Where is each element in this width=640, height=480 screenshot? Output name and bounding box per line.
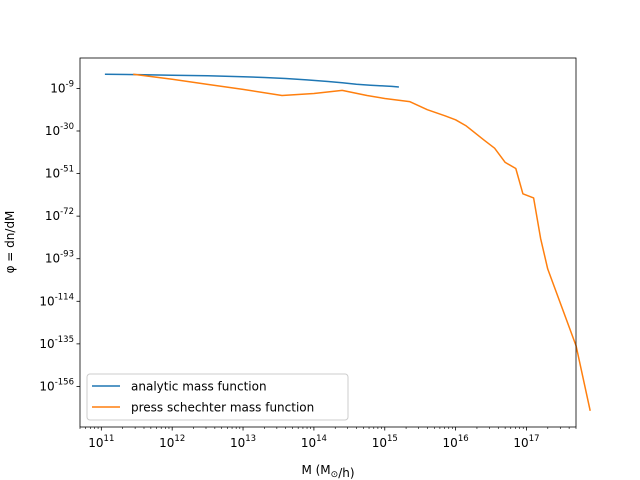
legend-label-2: press schechter mass function [131, 401, 314, 415]
x-tick-label: 1014 [301, 434, 327, 450]
y-tick-label: 10-9 [50, 79, 74, 95]
x-axis-ticks: 1011 1012 1013 1014 1015 1016 1017 [79, 427, 577, 450]
x-tick-label: 1015 [372, 434, 398, 450]
y-axis-ticks: 10-9 10-30 10-51 10-72 10-93 10-114 10-135 10-1… [39, 79, 80, 393]
plot-frame [79, 57, 577, 428]
series-line-1 [104, 73, 399, 88]
y-tick-label: 10-114 [39, 292, 74, 308]
x-axis-label: M (M⊙/h) [301, 463, 354, 480]
y-tick-label: 10-30 [45, 122, 74, 138]
series-layer [104, 73, 591, 411]
legend: analytic mass function press schechter ma… [86, 373, 349, 421]
y-tick-label: 10-51 [45, 165, 74, 181]
y-tick-label: 10-93 [45, 250, 74, 266]
x-tick-label: 1016 [443, 434, 469, 450]
y-tick-label: 10-135 [39, 335, 74, 351]
y-tick-label: 10-72 [45, 207, 74, 223]
x-tick-label: 1012 [159, 434, 185, 450]
legend-label-1: analytic mass function [131, 380, 267, 394]
y-axis-label: φ = dn/dM [3, 211, 17, 274]
x-tick-label: 1011 [88, 434, 114, 450]
series-line-2 [133, 73, 591, 411]
x-tick-label: 1013 [230, 434, 256, 450]
x-tick-label: 1017 [513, 434, 539, 450]
plot-area [80, 58, 576, 427]
legend-box [86, 373, 349, 421]
y-tick-label: 10-156 [39, 377, 74, 393]
